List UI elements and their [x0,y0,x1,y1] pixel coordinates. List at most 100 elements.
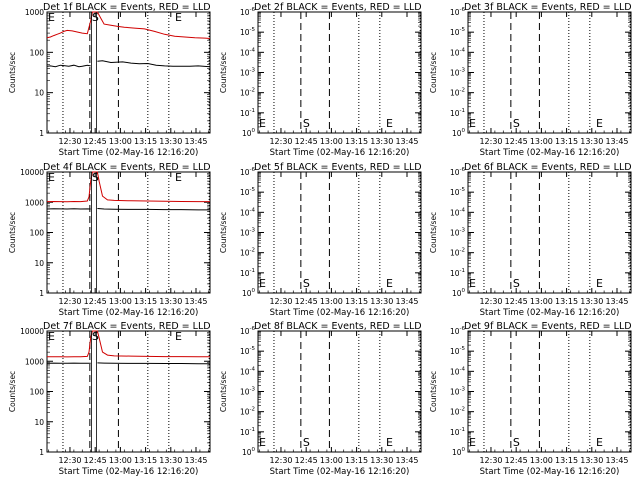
x-tick-label: 12:30 [269,297,292,306]
y-tick-label: 10-2 [240,248,255,258]
y-tick-label: 10-6 [450,7,466,17]
y-tick-exponent: -3 [460,387,466,393]
y-tick-label: 10 [34,418,44,427]
series-line-events [46,60,211,68]
marker-start: S [303,277,310,290]
y-tick-label: 100 [452,128,466,138]
x-tick-label: 13:15 [555,297,578,306]
x-axis-label: Start Time (02-May-16 12:16:20) [59,148,199,158]
marker-start: S [303,117,310,130]
y-tick-label: 10-5 [240,346,256,356]
x-tick-label: 12:45 [505,137,528,146]
marker-start: S [92,330,99,343]
y-tick-label: 10-4 [450,207,466,217]
y-tick-exponent: 0 [462,288,466,294]
y-tick-label: 10-6 [240,167,256,177]
x-tick-label: 13:30 [370,297,393,306]
marker-start: S [92,11,99,24]
y-tick-exponent: 0 [252,288,256,294]
x-tick-label: 13:15 [555,137,578,146]
x-tick-label: 12:45 [505,456,528,465]
y-tick-exponent: -6 [250,7,256,13]
marker-end: E [596,436,603,449]
plot-frame [46,171,211,294]
x-tick-label: 13:30 [580,137,603,146]
y-tick-label: 10-5 [240,27,256,37]
y-tick-label: 10-6 [240,326,256,336]
y-tick-label: 100 [242,128,256,138]
y-tick-label: 1 [39,289,44,298]
x-tick-label: 13:00 [109,456,132,465]
x-tick-label: 13:45 [184,456,207,465]
y-tick-label: 10-3 [450,68,466,78]
chart-title: Det 3f BLACK = Events, RED = LLD [464,2,632,13]
x-tick-label: 12:45 [295,137,318,146]
y-tick-label: 10-2 [450,407,465,417]
y-tick-exponent: -2 [460,407,465,413]
y-tick-exponent: -1 [460,108,465,114]
y-axis-label: Counts/sec [429,52,438,93]
x-tick-label: 13:30 [159,297,182,306]
y-axis-label: Counts/sec [8,212,17,253]
x-tick-label: 13:15 [134,456,157,465]
marker-end: E [175,171,182,184]
x-tick-label: 13:15 [134,137,157,146]
marker-end-left: E [469,277,476,290]
y-tick-label: 10-3 [450,387,466,397]
x-tick-label: 12:30 [479,297,502,306]
x-tick-label: 12:45 [295,297,318,306]
plot-frame [467,171,632,294]
y-tick-label: 10-5 [240,187,256,197]
x-axis-label: Start Time (02-May-16 12:16:20) [270,148,410,158]
y-tick-exponent: -6 [250,326,256,332]
y-tick-exponent: -2 [250,88,255,94]
x-tick-label: 13:45 [605,137,628,146]
y-tick-label: 10-1 [240,427,255,437]
y-tick-label: 100 [452,447,466,457]
x-axis-label: Start Time (02-May-16 12:16:20) [270,308,410,318]
y-tick-label: 10-4 [450,47,466,57]
panel-det-6: Det 6f BLACK = Events, RED = LLD 12:30 12:… [429,162,632,318]
y-tick-label: 10-3 [240,228,256,238]
x-tick-label: 13:30 [580,297,603,306]
y-tick-exponent: -3 [250,68,256,74]
y-tick-label: 10-4 [450,366,466,376]
x-tick-label: 13:00 [320,137,343,146]
x-tick-label: 13:15 [345,456,368,465]
y-tick-label: 10-4 [240,47,256,57]
panel-det-2: Det 2f BLACK = Events, RED = LLD 12:30 12:… [219,2,422,158]
y-tick-label: 10 [34,89,44,98]
y-tick-label: 10-1 [450,427,465,437]
y-tick-label: 10-2 [240,88,255,98]
panel-det-1: Det 1f BLACK = Events, RED = LLD 12:30 12:… [8,2,211,158]
y-tick-exponent: -5 [460,346,466,352]
y-axis-label: Counts/sec [219,52,228,93]
series-line-lld [46,11,211,39]
y-tick-exponent: -1 [460,268,465,274]
panel-det-5: Det 5f BLACK = Events, RED = LLD 12:30 12:… [219,162,422,318]
x-tick-label: 13:45 [395,297,418,306]
panel-det-7: Det 7f BLACK = Events, RED = LLD 12:30 12:… [8,321,211,477]
panel-det-8: Det 8f BLACK = Events, RED = LLD 12:30 12:… [219,321,422,477]
plot-frame [46,11,211,134]
y-tick-label: 100 [452,288,466,298]
y-tick-exponent: -5 [460,27,466,33]
y-tick-exponent: -6 [460,7,466,13]
marker-end: E [386,436,393,449]
y-tick-label: 10-2 [450,248,465,258]
x-axis-label: Start Time (02-May-16 12:16:20) [480,148,620,158]
y-tick-exponent: -2 [250,407,255,413]
y-tick-label: 1000 [25,357,44,366]
y-tick-exponent: -5 [460,187,466,193]
y-tick-exponent: -5 [250,346,256,352]
x-tick-label: 12:45 [84,297,107,306]
x-tick-label: 12:45 [84,456,107,465]
chart-title: Det 7f BLACK = Events, RED = LLD [43,321,211,332]
x-tick-label: 13:00 [109,297,132,306]
marker-start: S [303,436,310,449]
x-tick-label: 13:00 [530,456,553,465]
chart-title: Det 9f BLACK = Events, RED = LLD [464,321,632,332]
y-tick-exponent: -4 [460,366,466,372]
plot-frame [257,330,422,453]
marker-end: E [386,277,393,290]
